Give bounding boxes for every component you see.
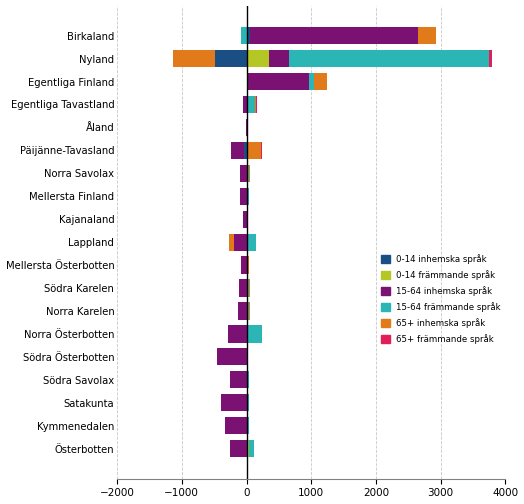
Bar — [242, 27, 246, 44]
Bar — [231, 142, 244, 159]
Bar — [247, 417, 249, 434]
Bar — [246, 187, 247, 205]
Bar — [234, 233, 246, 251]
Bar — [240, 165, 246, 182]
Bar — [248, 325, 262, 343]
Bar — [246, 302, 247, 320]
Bar — [247, 279, 249, 297]
Bar — [248, 142, 261, 159]
Bar — [246, 73, 247, 90]
Bar — [248, 96, 255, 113]
Bar — [247, 211, 248, 228]
Bar — [489, 50, 493, 67]
Bar — [256, 96, 257, 113]
Bar — [255, 96, 256, 113]
Bar — [221, 394, 246, 411]
Bar — [246, 279, 247, 297]
Bar — [246, 325, 248, 343]
Bar — [231, 440, 246, 457]
Bar — [246, 165, 247, 182]
Bar — [243, 211, 246, 228]
Bar — [243, 96, 246, 113]
Bar — [246, 257, 247, 274]
Bar — [247, 348, 248, 365]
Bar — [246, 211, 247, 228]
Bar — [246, 50, 269, 67]
Bar — [246, 96, 248, 113]
Bar — [247, 302, 249, 320]
Bar — [239, 279, 246, 297]
Bar — [247, 73, 309, 90]
Bar — [248, 257, 249, 274]
Bar — [269, 50, 289, 67]
Bar — [248, 233, 256, 251]
Bar — [228, 325, 246, 343]
Bar — [249, 440, 254, 457]
Bar — [238, 302, 246, 320]
Bar — [246, 27, 250, 44]
Bar — [247, 119, 248, 136]
Bar — [247, 165, 249, 182]
Bar — [240, 187, 246, 205]
Bar — [229, 233, 234, 251]
Bar — [309, 73, 314, 90]
Bar — [224, 417, 246, 434]
Bar — [289, 50, 489, 67]
Legend: 0-14 inhemska språk, 0-14 främmande språk, 15-64 inhemska språk, 15-64 främmande: 0-14 inhemska språk, 0-14 främmande språ… — [381, 254, 501, 344]
Bar — [247, 257, 248, 274]
Bar — [244, 142, 246, 159]
Bar — [246, 440, 247, 457]
Bar — [217, 348, 246, 365]
Bar — [247, 394, 249, 411]
Bar — [215, 50, 246, 67]
Bar — [247, 187, 249, 205]
Bar — [247, 371, 249, 389]
Bar — [418, 27, 436, 44]
Bar — [250, 27, 418, 44]
Bar — [249, 165, 250, 182]
Bar — [246, 142, 248, 159]
Bar — [231, 371, 246, 389]
Bar — [246, 233, 248, 251]
Bar — [314, 73, 327, 90]
Bar — [242, 257, 246, 274]
Bar — [247, 440, 249, 457]
Bar — [173, 50, 215, 67]
